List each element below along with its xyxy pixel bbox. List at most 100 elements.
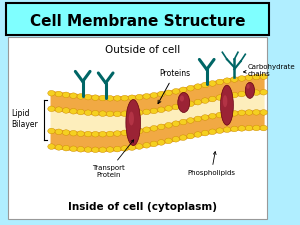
Text: Carbohydrate
chains: Carbohydrate chains [244, 63, 296, 76]
Ellipse shape [260, 89, 267, 95]
Ellipse shape [194, 116, 202, 122]
Ellipse shape [128, 95, 136, 101]
Ellipse shape [238, 91, 245, 97]
Ellipse shape [129, 112, 134, 125]
Ellipse shape [224, 127, 231, 133]
Text: Inside of cell (cytoplasm): Inside of cell (cytoplasm) [68, 202, 217, 212]
Text: Outside of cell: Outside of cell [105, 45, 180, 55]
Ellipse shape [231, 92, 238, 98]
Ellipse shape [180, 95, 184, 101]
Ellipse shape [260, 125, 267, 131]
Ellipse shape [114, 95, 121, 101]
Ellipse shape [245, 110, 253, 115]
Ellipse shape [224, 78, 231, 83]
Ellipse shape [172, 137, 179, 142]
Ellipse shape [209, 129, 216, 135]
Ellipse shape [179, 103, 187, 108]
Ellipse shape [238, 110, 245, 116]
Ellipse shape [172, 104, 179, 110]
Ellipse shape [143, 109, 150, 115]
Ellipse shape [187, 118, 194, 123]
Ellipse shape [253, 74, 260, 80]
Ellipse shape [216, 112, 224, 118]
Ellipse shape [77, 109, 84, 115]
Ellipse shape [106, 95, 114, 101]
Ellipse shape [136, 94, 143, 100]
Ellipse shape [172, 121, 179, 126]
Ellipse shape [114, 131, 121, 136]
Ellipse shape [245, 75, 253, 80]
Ellipse shape [165, 106, 172, 111]
Ellipse shape [179, 87, 187, 93]
Ellipse shape [48, 106, 55, 112]
Ellipse shape [209, 113, 216, 119]
Ellipse shape [216, 128, 224, 133]
Ellipse shape [179, 135, 187, 140]
Ellipse shape [92, 95, 99, 100]
Ellipse shape [202, 98, 209, 103]
Ellipse shape [238, 76, 245, 81]
Ellipse shape [253, 125, 260, 131]
Ellipse shape [202, 130, 209, 136]
Ellipse shape [55, 129, 62, 135]
Ellipse shape [70, 93, 77, 99]
Ellipse shape [114, 146, 121, 152]
Ellipse shape [158, 107, 165, 112]
Ellipse shape [136, 128, 143, 134]
Ellipse shape [77, 94, 84, 99]
Ellipse shape [48, 128, 55, 134]
Ellipse shape [48, 90, 55, 96]
Ellipse shape [231, 77, 238, 82]
Ellipse shape [150, 108, 158, 114]
Ellipse shape [238, 126, 245, 131]
Ellipse shape [84, 131, 92, 137]
Text: Lipid
Bilayer: Lipid Bilayer [11, 109, 38, 129]
Ellipse shape [106, 147, 114, 152]
Ellipse shape [202, 82, 209, 88]
Ellipse shape [62, 145, 70, 151]
Ellipse shape [77, 146, 84, 152]
Ellipse shape [150, 126, 158, 131]
Ellipse shape [150, 92, 158, 98]
Ellipse shape [48, 144, 55, 149]
Ellipse shape [62, 92, 70, 98]
Ellipse shape [209, 81, 216, 86]
Ellipse shape [224, 111, 231, 117]
Ellipse shape [126, 99, 141, 146]
Ellipse shape [231, 110, 238, 116]
Ellipse shape [121, 111, 128, 117]
Ellipse shape [99, 111, 106, 117]
Ellipse shape [70, 146, 77, 152]
Ellipse shape [223, 95, 227, 107]
Ellipse shape [158, 91, 165, 97]
Ellipse shape [84, 147, 92, 153]
Ellipse shape [99, 95, 106, 101]
Ellipse shape [158, 124, 165, 130]
Ellipse shape [247, 84, 250, 89]
Ellipse shape [165, 122, 172, 128]
Ellipse shape [62, 130, 70, 135]
Ellipse shape [216, 79, 224, 85]
Ellipse shape [260, 110, 267, 115]
Ellipse shape [202, 115, 209, 120]
Text: Proteins: Proteins [158, 69, 190, 104]
Ellipse shape [216, 95, 224, 100]
Ellipse shape [231, 126, 238, 132]
Ellipse shape [77, 131, 84, 137]
Ellipse shape [114, 111, 121, 117]
Text: Cell Membrane Structure: Cell Membrane Structure [30, 14, 246, 29]
Ellipse shape [150, 141, 158, 147]
Ellipse shape [172, 89, 179, 94]
Ellipse shape [143, 127, 150, 133]
Ellipse shape [128, 145, 136, 150]
Ellipse shape [92, 131, 99, 137]
Polygon shape [50, 94, 265, 132]
Ellipse shape [55, 91, 62, 97]
Ellipse shape [187, 86, 194, 91]
Ellipse shape [136, 110, 143, 116]
Ellipse shape [99, 131, 106, 137]
Ellipse shape [253, 90, 260, 95]
FancyBboxPatch shape [6, 3, 269, 35]
Text: Transport
Protein: Transport Protein [92, 140, 134, 178]
Ellipse shape [136, 144, 143, 149]
